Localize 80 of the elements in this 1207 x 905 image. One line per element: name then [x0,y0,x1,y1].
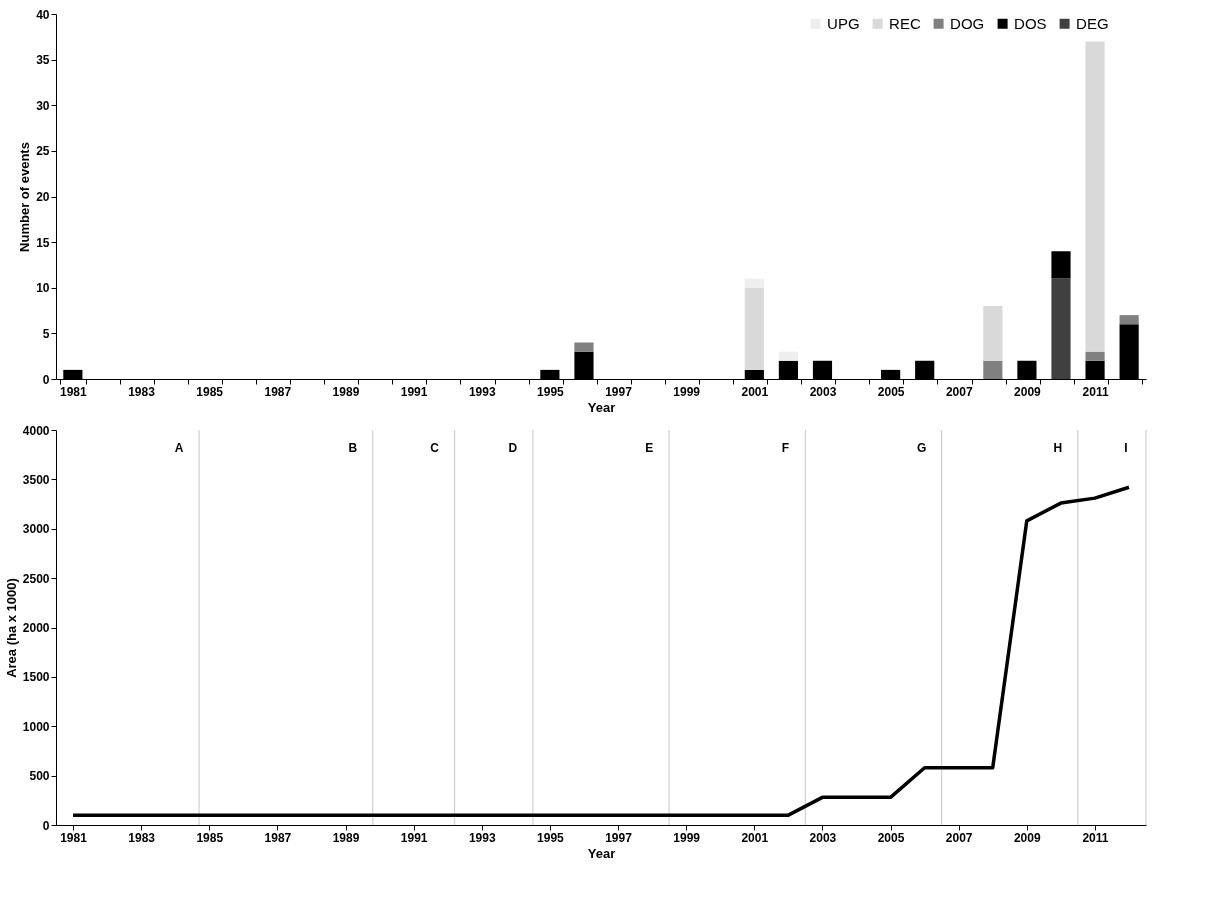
ref-line-label: G [916,441,927,455]
bar [744,287,764,370]
ref-line-label: H [1053,441,1063,455]
y-axis-title: Area (ha x 1000) [3,578,19,678]
x-tick-label: 2007 [945,830,973,845]
bar [778,351,798,361]
y-tick-label: 25 [36,144,50,159]
x-tick-label: 2003 [809,830,837,845]
y-tick-label: 2500 [22,571,50,586]
x-tick-label: 1995 [537,384,565,399]
y-tick-label: 5 [42,326,50,341]
y-tick-label: 1000 [22,719,50,734]
legend-label: DEG [1076,14,1109,32]
x-tick-label: 2007 [945,384,973,399]
bar [1051,278,1071,379]
x-tick-label: 1981 [60,830,88,845]
y-tick-label: 1500 [22,670,50,685]
x-tick-label: 2005 [877,384,905,399]
y-tick-label: 40 [36,7,50,22]
ref-line-label: E [645,441,654,455]
bar [1085,41,1105,352]
y-tick-label: 4000 [22,423,50,438]
x-tick-label: 1983 [128,830,156,845]
ref-line-label: B [348,441,358,455]
x-tick-label: 1985 [196,384,224,399]
bar [574,342,594,352]
x-tick-label: 2009 [1013,830,1041,845]
line-series [71,485,1131,817]
x-tick-label: 1993 [468,830,496,845]
x-tick-label: 1993 [468,384,496,399]
y-tick-label: 3000 [22,522,50,537]
x-tick-label: 1999 [673,384,701,399]
x-tick-label: 2009 [1014,384,1042,399]
x-tick-label: 1995 [537,830,565,845]
x-tick-label: 2001 [741,384,769,399]
bar [1119,315,1139,325]
ref-line-label: F [781,441,790,455]
x-tick-label: 1989 [332,384,360,399]
x-tick-label: 1999 [673,830,701,845]
bar [744,278,764,288]
bar [983,360,1003,379]
x-tick-label: 1991 [400,830,428,845]
y-tick-label: 500 [29,769,50,784]
y-tick-label: 3500 [22,472,50,487]
x-tick-label: 1997 [605,384,633,399]
ref-line-label: A [174,441,184,455]
bar [1085,351,1105,361]
x-tick-label: 1997 [605,830,633,845]
ref-line-label: D [508,441,518,455]
legend-label: DOG [950,14,985,32]
y-tick-label: 15 [36,235,50,250]
ref-line-label: C [430,441,440,455]
x-tick-label: 1985 [196,830,224,845]
y-tick-label: 10 [36,281,50,296]
y-tick-label: 0 [42,372,50,387]
y-tick-label: 20 [36,190,50,204]
y-tick-label: 35 [36,53,50,68]
x-tick-label: 1983 [128,384,156,399]
x-tick-label: 2001 [741,830,769,845]
x-tick-label: 1989 [332,830,360,845]
x-tick-label: 1991 [400,384,428,399]
x-tick-label: 2003 [809,384,837,399]
x-tick-label: 2011 [1082,830,1109,845]
bar [983,306,1003,361]
x-tick-label: 2005 [877,830,905,845]
x-axis-title: Year [587,845,616,861]
y-tick-label: 2000 [22,621,50,635]
legend-label: DOS [1014,14,1047,32]
x-tick-label: 2011 [1082,384,1109,399]
ref-line-label: I [1124,441,1128,455]
x-tick-label: 1981 [60,384,88,399]
bar [1051,251,1071,279]
y-tick-label: 30 [36,98,50,113]
x-tick-label: 1987 [264,830,292,845]
y-tick-label: 0 [42,818,50,833]
x-tick-label: 1987 [264,384,292,399]
legend-label: UPG [827,14,860,32]
legend-label: REC [889,14,921,32]
x-axis-title: Year [587,399,616,415]
y-axis-title: Number of events [17,142,33,252]
